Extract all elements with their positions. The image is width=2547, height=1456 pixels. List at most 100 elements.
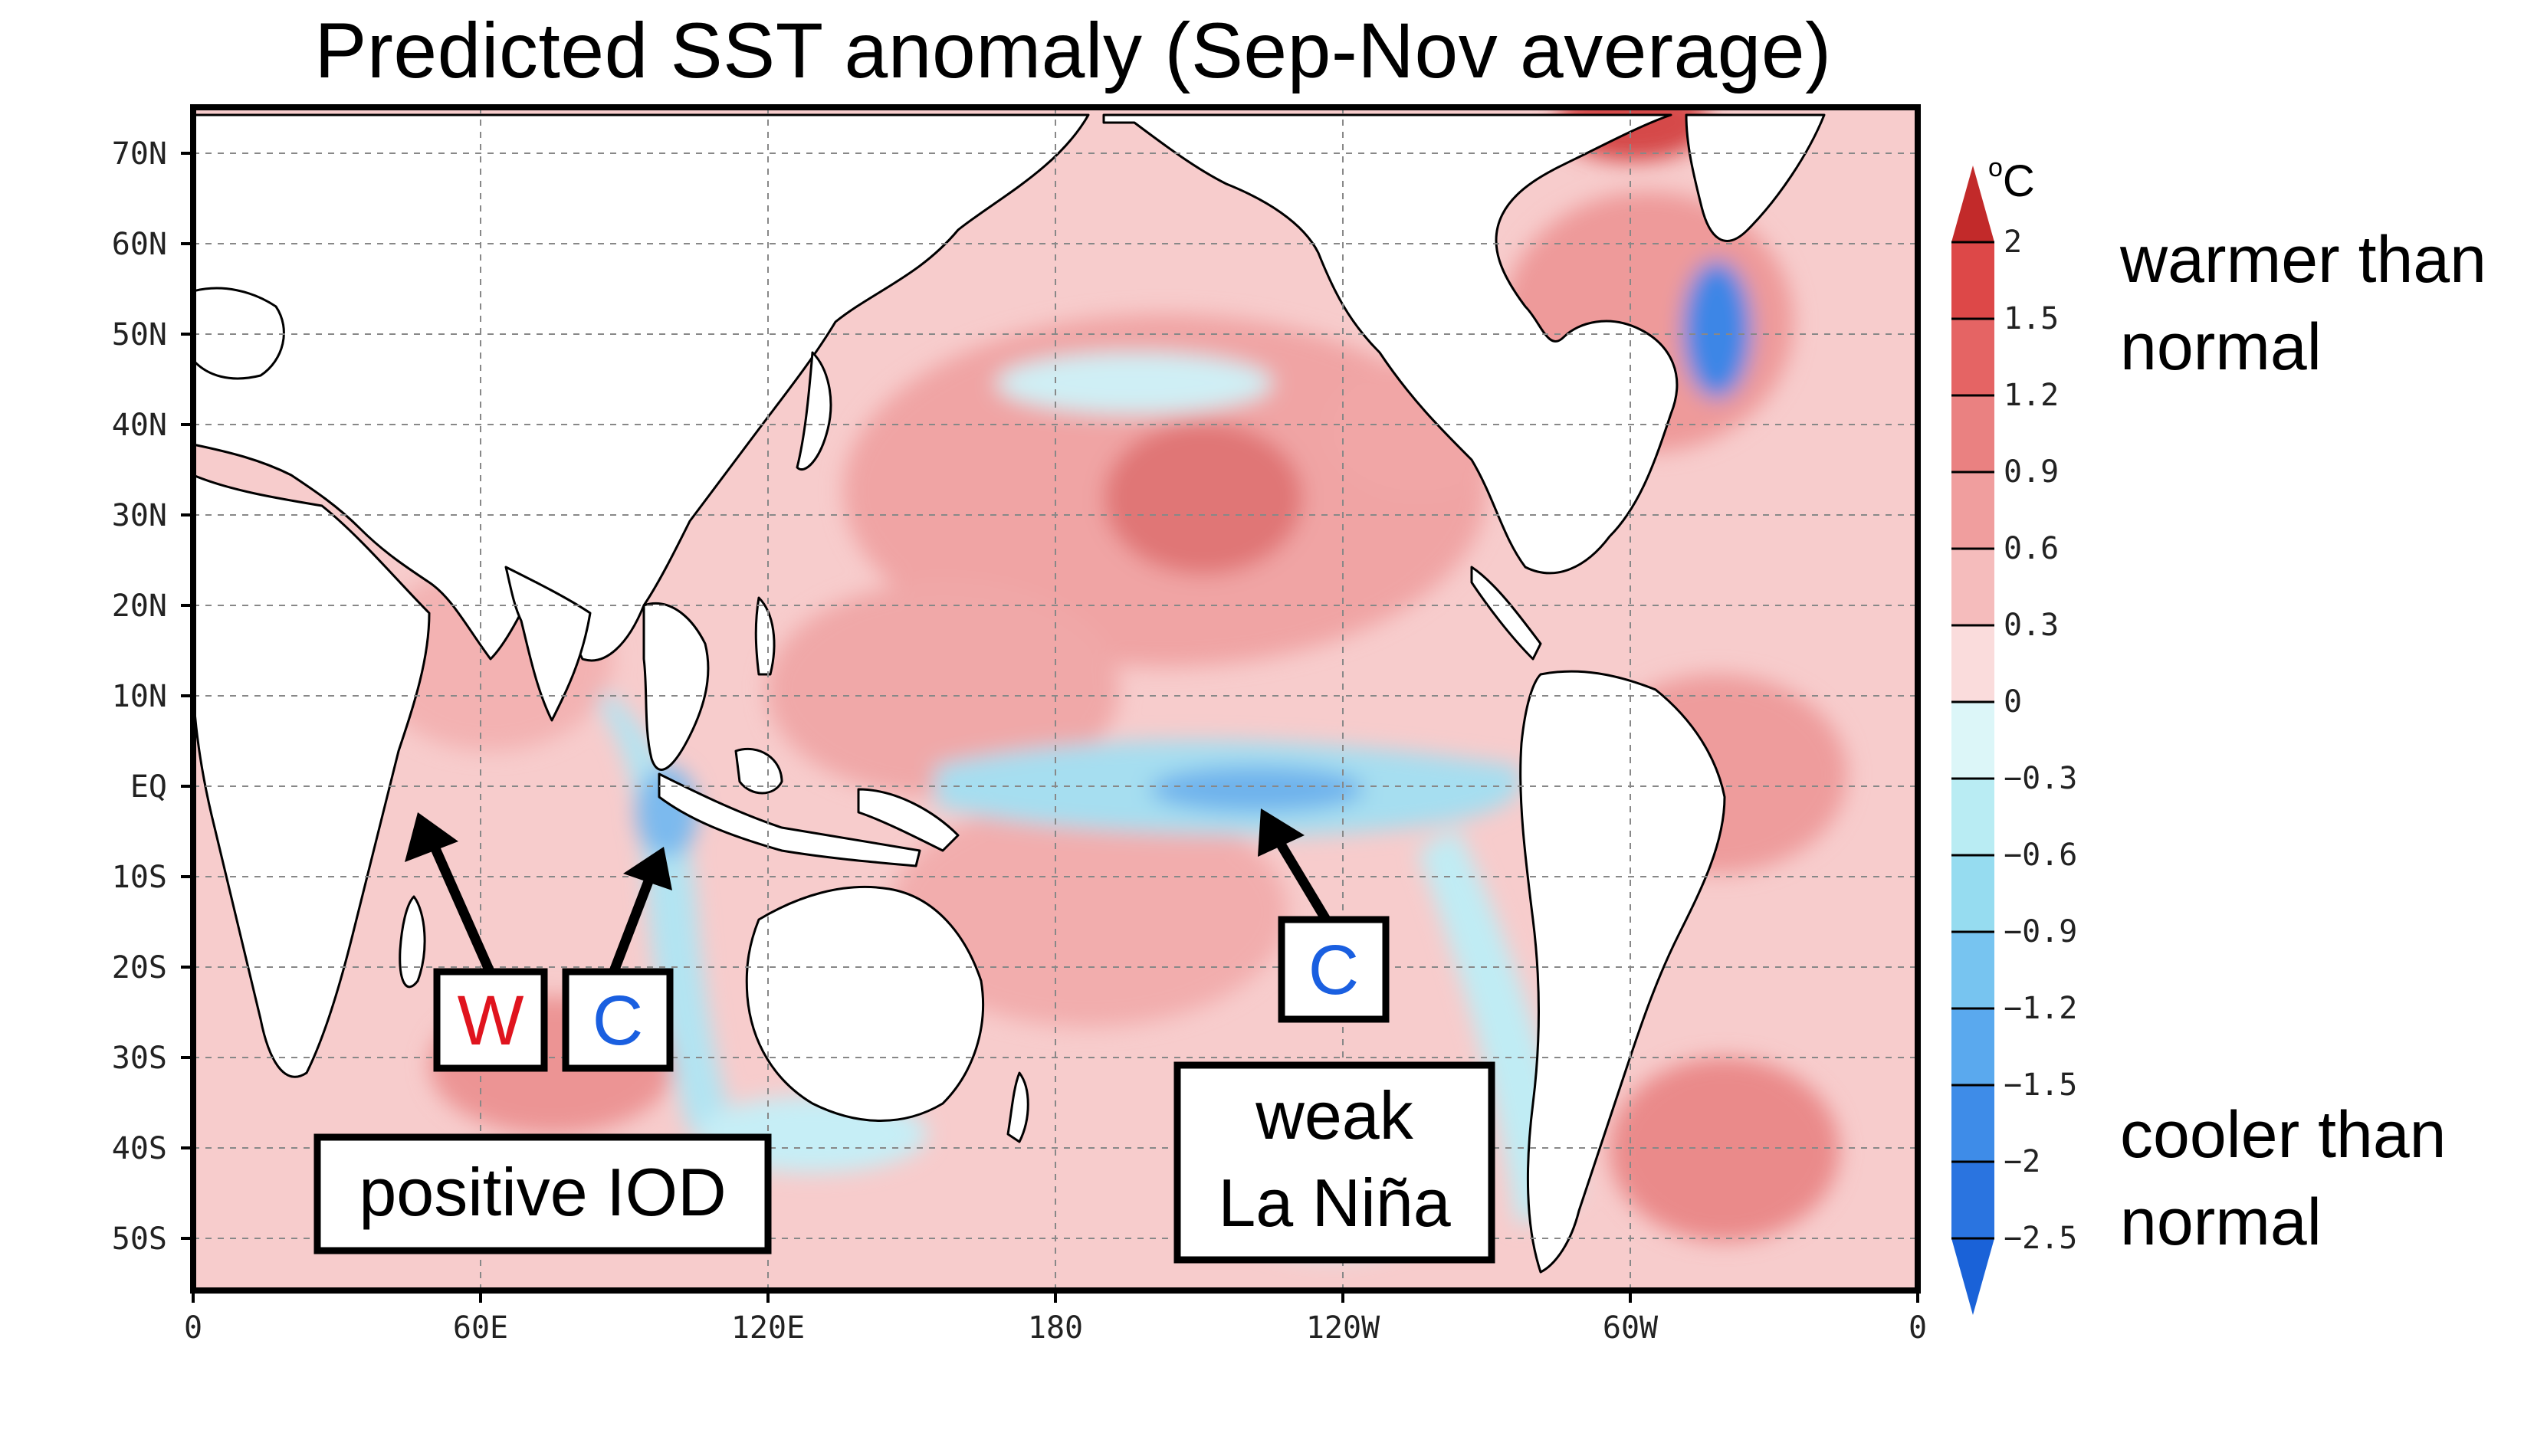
colorbar-tick-label: −0.9 — [2004, 914, 2077, 949]
colorbar-tick-label: −0.3 — [2004, 761, 2077, 796]
c-indian-text: C — [592, 982, 643, 1060]
lon-label: 120E — [731, 1310, 805, 1346]
lon-label: 180 — [1028, 1310, 1083, 1346]
land-philippines — [754, 596, 776, 676]
colorbar-tick-label: −1.2 — [2004, 991, 2077, 1026]
lat-label: 30S — [112, 1041, 167, 1076]
colorbar-bottom-arrow — [1951, 1238, 1994, 1315]
lon-axis: 0 60E 120E 180 120W 60W 0 — [184, 1290, 1927, 1346]
colorbar-segment — [1951, 549, 1994, 625]
c-pacific-text: C — [1308, 931, 1359, 1009]
land-madagascar — [399, 895, 426, 989]
colorbar-segment — [1951, 472, 1994, 549]
land-indonesia — [658, 772, 921, 867]
lat-label: 30N — [112, 498, 167, 533]
iod-text: positive IOD — [359, 1154, 726, 1230]
warmer-line2: normal — [2120, 310, 2322, 384]
cooler-line2: normal — [2120, 1185, 2322, 1259]
colorbar-tick-label: −1.5 — [2004, 1067, 2077, 1103]
chart-title: Predicted SST anomaly (Sep-Nov average) — [314, 7, 1832, 94]
unit-letter: C — [2002, 156, 2035, 206]
warm-north-pacific-core — [1104, 421, 1303, 575]
warmer-legend: warmer than normal — [2120, 216, 2547, 391]
arrow-c-pacific — [1275, 840, 1331, 923]
lon-label: 60W — [1603, 1310, 1659, 1346]
land-central-america — [1470, 566, 1542, 661]
warm-south-atlantic — [1610, 1058, 1840, 1241]
colorbar-ticks: 2 1.5 1.2 0.9 0.6 0.3 0 −0.3 −0.6 −0.9 −1.2 −1.5 −2 −… — [1951, 225, 2077, 1256]
colorbar-segment — [1951, 1162, 1994, 1238]
colorbar: 2 1.5 1.2 0.9 0.6 0.3 0 −0.3 −0.6 −0.9 −1.2 −1.5 −2 −… — [1951, 166, 2077, 1315]
lat-label: 50N — [112, 317, 167, 353]
colorbar-segment — [1951, 395, 1994, 472]
land-new-zealand — [1006, 1071, 1029, 1143]
land-africa — [193, 474, 431, 1078]
w-marker-text: W — [458, 982, 524, 1060]
colorbar-top-arrow — [1951, 166, 1994, 242]
cool-north-pacific-band — [996, 353, 1272, 414]
colorbar-tick-label: 0.3 — [2004, 608, 2059, 643]
colorbar-tick-label: 2 — [2004, 225, 2022, 260]
lanina-box — [1173, 1061, 1495, 1264]
land-masses — [193, 113, 1826, 1274]
lanina-line1: weak — [1255, 1077, 1413, 1153]
arrow-c-indian — [608, 879, 654, 976]
land-greenland — [1685, 113, 1826, 242]
cool-indonesia — [598, 690, 736, 1134]
land-south-america — [1519, 670, 1726, 1274]
sst-anomaly-map — [193, 107, 1918, 1290]
colorbar-segment — [1951, 779, 1994, 855]
land-borneo-ng — [734, 747, 960, 852]
lat-label: 10N — [112, 679, 167, 714]
degree-symbol: o — [1988, 153, 2003, 182]
lat-label: 40N — [112, 408, 167, 443]
colorbar-tick-label: −0.6 — [2004, 838, 2077, 873]
land-europe-west — [193, 287, 285, 380]
arrowhead-c-pacific — [1258, 808, 1305, 857]
c-pacific-box — [1278, 916, 1390, 1023]
cooler-line1: cooler than — [2120, 1098, 2447, 1172]
colorbar-segment — [1951, 319, 1994, 395]
colorbar-segment — [1951, 932, 1994, 1008]
lat-label: EQ — [130, 769, 167, 805]
colorbar-segment — [1951, 1085, 1994, 1162]
arrowhead-w — [405, 812, 458, 862]
lat-axis: 70N 60N 50N 40N 30N 20N 10N EQ 10S 20S 3… — [112, 136, 193, 1257]
annotation-arrows — [405, 808, 1331, 976]
warmer-line1: warmer than — [2120, 223, 2486, 297]
land-australia — [745, 885, 984, 1122]
land-japan — [796, 351, 832, 471]
lat-label: 60N — [112, 227, 167, 262]
colorbar-segment — [1951, 242, 1994, 319]
iod-box — [313, 1133, 772, 1254]
colorbar-segment — [1951, 702, 1994, 779]
colorbar-tick-label: 0 — [2004, 684, 2022, 720]
lat-label: 10S — [112, 860, 167, 895]
w-box — [433, 968, 548, 1072]
lat-label: 70N — [112, 136, 167, 172]
land-se-asia — [642, 602, 710, 771]
lat-label: 50S — [112, 1222, 167, 1257]
colorbar-tick-label: 1.2 — [2004, 378, 2059, 413]
lat-label: 20S — [112, 950, 167, 985]
c-indian-box — [562, 968, 674, 1072]
colorbar-unit: oC — [1988, 153, 2035, 207]
arrowhead-c-indian — [623, 847, 672, 890]
lat-label: 20N — [112, 589, 167, 624]
lat-label: 40S — [112, 1131, 167, 1166]
lon-label: 60E — [453, 1310, 508, 1346]
arrow-w — [430, 844, 495, 976]
cool-newfoundland — [1682, 261, 1751, 398]
cool-nino-core — [1150, 766, 1364, 812]
warm-south-pacific — [889, 797, 1288, 1027]
colorbar-tick-label: 0.9 — [2004, 454, 2059, 490]
land-north-america — [1102, 113, 1679, 575]
lon-label: 120W — [1306, 1310, 1380, 1346]
lon-label: 0 — [1909, 1310, 1927, 1346]
colorbar-tick-label: −2.5 — [2004, 1221, 2077, 1256]
colorbar-tick-label: −2 — [2004, 1144, 2040, 1179]
colorbar-segments — [1951, 166, 1994, 1315]
colorbar-tick-label: 0.6 — [2004, 531, 2059, 566]
lon-label: 0 — [184, 1310, 202, 1346]
